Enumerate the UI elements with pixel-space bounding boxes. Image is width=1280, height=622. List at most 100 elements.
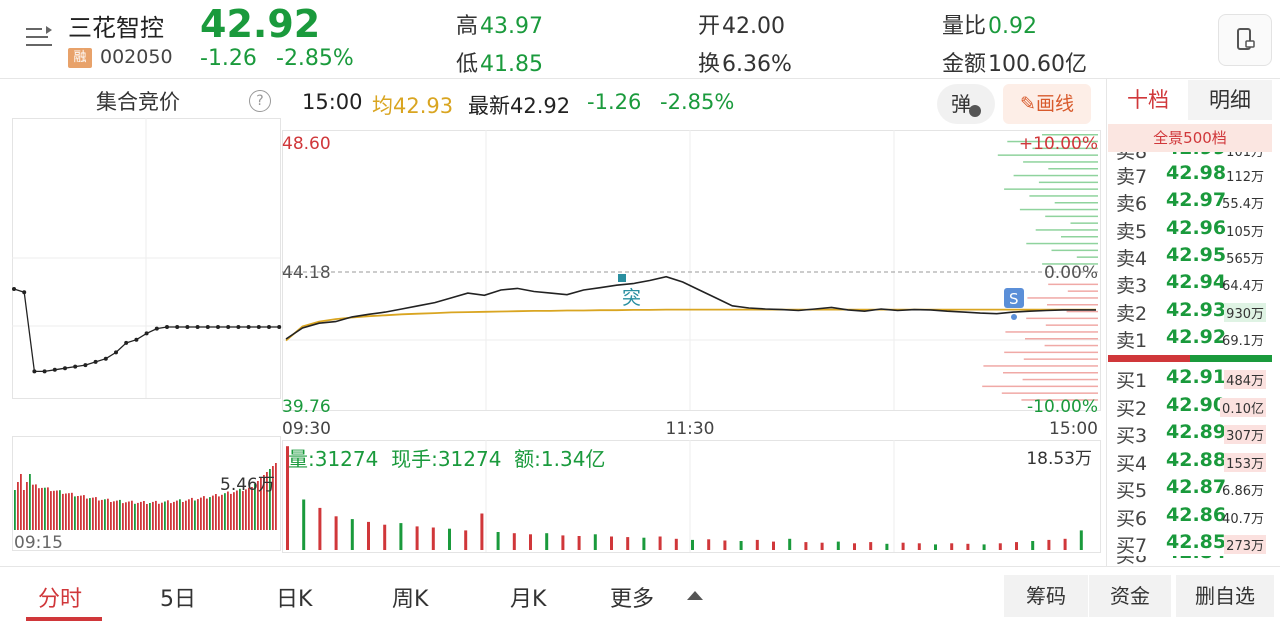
- intraday-chart[interactable]: 突 S 48.60 44.18 39.76 +10.00% 0.00% -10.…: [282, 130, 1102, 556]
- depth-bar: [1001, 392, 1098, 394]
- ask-level-price: 42.98: [1166, 162, 1227, 184]
- auction-volume-bar: [224, 493, 226, 530]
- auction-point: [42, 369, 47, 374]
- depth-bar: [1025, 338, 1098, 340]
- bid-level-row[interactable]: 买8 42.84: [1108, 556, 1272, 568]
- bid-level-row[interactable]: 买7 42.85 273万: [1108, 531, 1272, 558]
- tab-daily-k[interactable]: 日K: [276, 587, 313, 612]
- volume-bar: [982, 544, 986, 550]
- bid-level-label: 买8: [1116, 556, 1148, 567]
- depth-bar: [1004, 351, 1098, 354]
- bid-level-row[interactable]: 买1 42.91 484万: [1108, 366, 1272, 393]
- sell-signal-label: S: [1009, 290, 1019, 308]
- auction-volume-bar: [263, 475, 265, 530]
- tab-weekly-k[interactable]: 周K: [392, 587, 429, 612]
- volume-bar: [885, 543, 889, 550]
- stat-turnover: 换6.36%: [698, 52, 792, 77]
- ask-level-row[interactable]: 卖5 42.96 105万: [1108, 217, 1272, 244]
- volume-bar: [950, 543, 954, 550]
- bid-level-price: 42.84: [1166, 556, 1226, 563]
- tab-5day[interactable]: 5日: [160, 587, 196, 612]
- volume-bar: [367, 521, 370, 550]
- auction-point: [267, 325, 271, 329]
- chips-button[interactable]: 筹码: [1004, 575, 1088, 617]
- bid-level-price: 42.86: [1166, 503, 1227, 526]
- depth-bar: [1045, 215, 1098, 218]
- ask-level-price: 42.97: [1166, 189, 1227, 212]
- auction-volume-bar: [119, 499, 121, 530]
- popup-button[interactable]: 弹: [937, 84, 995, 124]
- sell-signal-marker[interactable]: [1004, 288, 1024, 308]
- ask-level-row[interactable]: 卖8 42.99101万: [1108, 152, 1272, 164]
- bid-level-row[interactable]: 买2 42.90 0.10亿: [1108, 394, 1272, 421]
- bid-level-label: 买5: [1116, 480, 1148, 502]
- caret-up-icon[interactable]: [686, 589, 704, 601]
- ask-level-row[interactable]: 卖7 42.98 112万: [1108, 162, 1272, 189]
- ask-level-row[interactable]: 卖1 42.92 69.1万: [1108, 326, 1272, 353]
- menu-icon[interactable]: [24, 24, 54, 50]
- depth-bar: [1042, 134, 1098, 136]
- auction-volume-bar: [59, 490, 61, 530]
- depth-bar: [1005, 331, 1098, 333]
- ask-level-row[interactable]: 卖2 42.93 930万: [1108, 299, 1272, 326]
- auction-volume-bar: [68, 493, 70, 530]
- ask-level-price: 42.92: [1166, 325, 1227, 348]
- volume-bar: [772, 541, 775, 550]
- auction-volume-bar: [239, 488, 241, 530]
- auction-volume-bar: [140, 501, 142, 530]
- bid-level-row[interactable]: 买4 42.88 153万: [1108, 449, 1272, 476]
- bid-level-volume: 0.10亿: [1220, 397, 1266, 417]
- ask-level-volume: 105万: [1226, 224, 1264, 240]
- average-price-line: [285, 308, 1096, 342]
- auction-volume-bar: [92, 497, 94, 530]
- auction-volume-bar: [206, 498, 208, 530]
- y-axis-mid: 44.18: [282, 263, 331, 283]
- auction-volume-bar: [44, 487, 46, 530]
- auction-volume-bar: [260, 478, 262, 530]
- volume-max-label: 18.53万: [1026, 449, 1092, 469]
- bid-level-label: 买4: [1116, 452, 1148, 475]
- tab-ten-levels[interactable]: 十档: [1108, 80, 1188, 120]
- volume-bar: [1079, 530, 1083, 550]
- depth-bar: [1067, 290, 1098, 292]
- auction-volume-bar: [23, 490, 25, 530]
- tab-details[interactable]: 明细: [1188, 80, 1272, 120]
- tab-monthly-k[interactable]: 月K: [510, 587, 547, 612]
- auction-volume-bar: [110, 502, 112, 530]
- remove-watchlist-button[interactable]: 删自选: [1176, 575, 1274, 617]
- bid-level-row[interactable]: 买6 42.86 40.7万: [1108, 504, 1272, 531]
- pencil-icon: ✎: [1020, 93, 1036, 115]
- stock-name[interactable]: 三花智控: [68, 14, 164, 42]
- volume-bar: [350, 519, 354, 550]
- volume-bar: [610, 536, 613, 550]
- panel-divider: [1106, 78, 1107, 566]
- panorama-500-button[interactable]: 全景500档: [1108, 124, 1272, 152]
- volume-bar: [917, 543, 921, 550]
- landscape-toggle-button[interactable]: [1218, 14, 1272, 66]
- bid-level-row[interactable]: 买3 42.89 307万: [1108, 421, 1272, 448]
- auction-point: [216, 325, 220, 329]
- ask-level-volume: 112万: [1226, 170, 1264, 185]
- auction-volume-bar: [122, 503, 124, 530]
- ask-level-volume: 55.4万: [1222, 197, 1264, 213]
- info-time: 15:00: [302, 90, 363, 114]
- draw-line-button[interactable]: ✎画线: [1003, 84, 1091, 124]
- ask-level-row[interactable]: 卖6 42.97 55.4万: [1108, 189, 1272, 216]
- tab-more[interactable]: 更多: [610, 587, 655, 612]
- price-change: -1.26: [200, 46, 257, 71]
- capital-flow-button[interactable]: 资金: [1089, 575, 1171, 617]
- help-icon[interactable]: ?: [249, 90, 271, 112]
- ask-level-row[interactable]: 卖4 42.95 565万: [1108, 244, 1272, 271]
- info-latest-price: 最新42.92: [468, 94, 571, 118]
- auction-volume-bar: [29, 474, 31, 530]
- auction-volume-bar: [149, 503, 151, 530]
- auction-volume-bar: [173, 501, 175, 530]
- tab-intraday[interactable]: 分时: [38, 587, 83, 612]
- volume-bar: [901, 542, 905, 550]
- bid-level-row[interactable]: 买5 42.87 6.86万: [1108, 476, 1272, 503]
- auction-volume-bar: [194, 500, 196, 530]
- auction-point: [205, 325, 210, 329]
- volume-bar: [755, 539, 759, 550]
- breakout-marker-label[interactable]: 突: [622, 287, 641, 309]
- ask-level-row[interactable]: 卖3 42.94 64.4万: [1108, 271, 1272, 298]
